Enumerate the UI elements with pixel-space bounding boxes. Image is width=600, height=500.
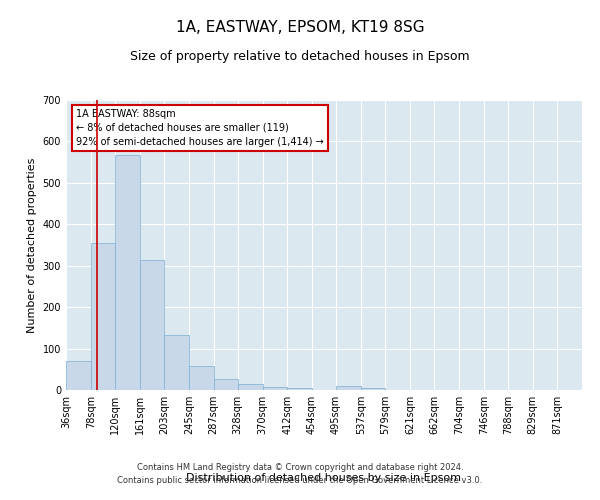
- Bar: [140, 260, 164, 390]
- Bar: [189, 366, 214, 390]
- Text: 1A EASTWAY: 88sqm
← 8% of detached houses are smaller (119)
92% of semi-detached: 1A EASTWAY: 88sqm ← 8% of detached house…: [76, 108, 324, 146]
- X-axis label: Distribution of detached houses by size in Epsom: Distribution of detached houses by size …: [187, 473, 461, 483]
- Bar: [263, 387, 287, 390]
- Text: 1A, EASTWAY, EPSOM, KT19 8SG: 1A, EASTWAY, EPSOM, KT19 8SG: [176, 20, 424, 35]
- Bar: [336, 386, 361, 390]
- Bar: [214, 379, 238, 390]
- Bar: [164, 335, 189, 390]
- Bar: [287, 388, 312, 390]
- Bar: [115, 154, 140, 390]
- Text: Size of property relative to detached houses in Epsom: Size of property relative to detached ho…: [130, 50, 470, 63]
- Bar: [361, 388, 385, 390]
- Bar: [238, 384, 263, 390]
- Bar: [91, 243, 115, 390]
- Y-axis label: Number of detached properties: Number of detached properties: [27, 158, 37, 332]
- Text: Contains HM Land Registry data © Crown copyright and database right 2024.
Contai: Contains HM Land Registry data © Crown c…: [118, 464, 482, 485]
- Bar: [66, 361, 91, 390]
